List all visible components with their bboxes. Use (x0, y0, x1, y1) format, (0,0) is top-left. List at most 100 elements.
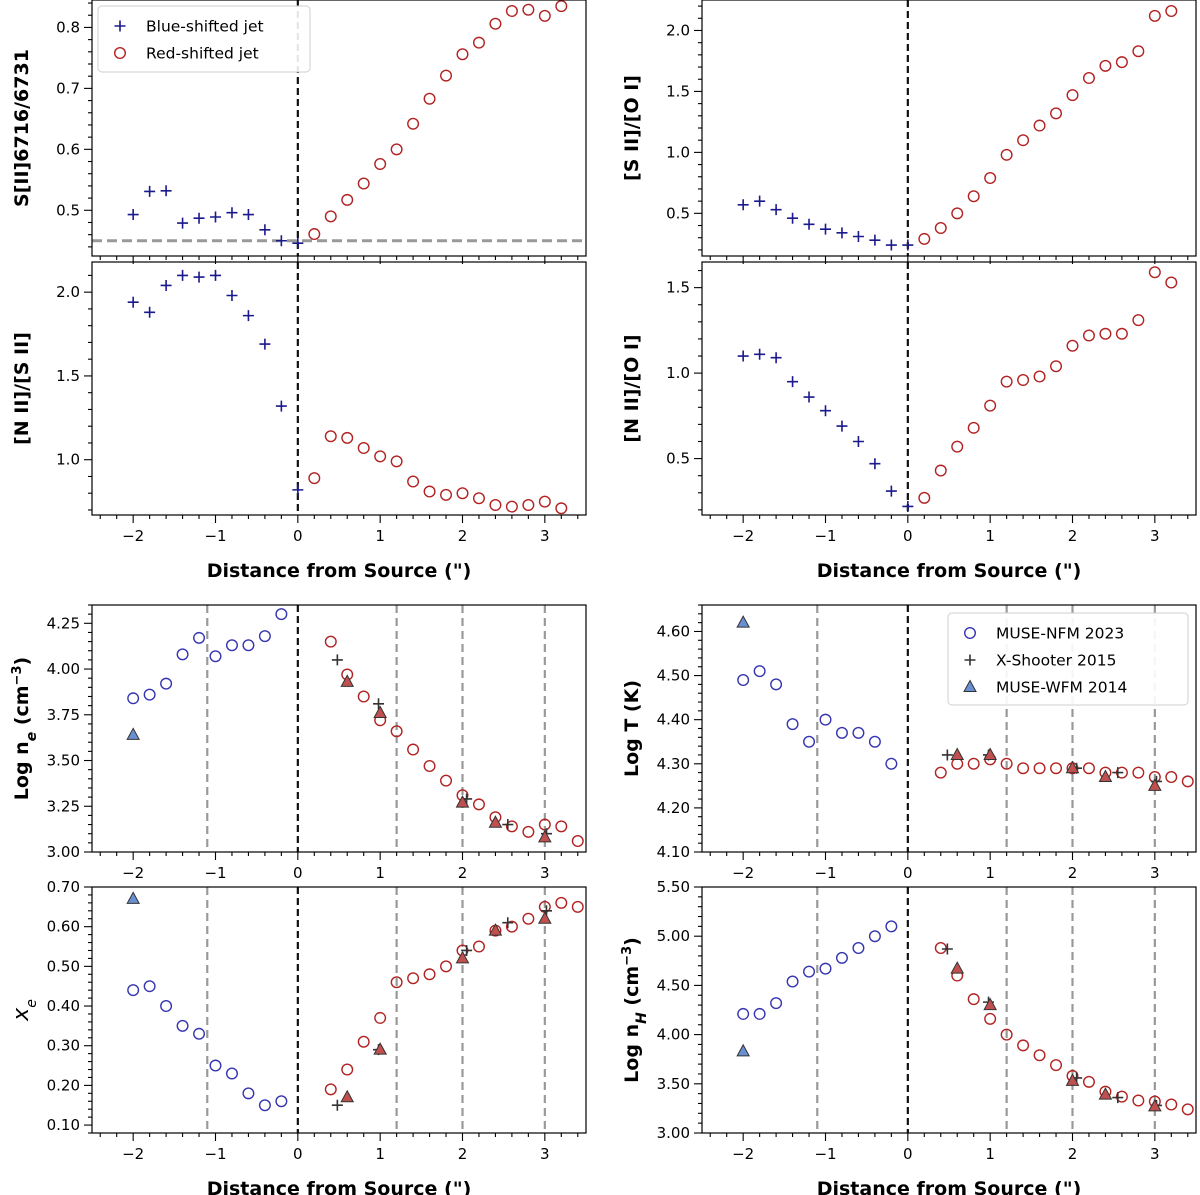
x-tick-label: 1 (375, 864, 385, 882)
data-point-x-shooter-2015 (461, 944, 473, 956)
data-point-muse-nfm-2023-blue (143, 980, 156, 993)
data-point-red-shifted-jet (308, 228, 321, 241)
panel-bottom-left-lower: −2 −1 0 1 2 3 0.10 0.20 0.30 0.40 0.50 0.60 0.70 xe Di… (9, 878, 587, 1195)
data-point-muse-wfm-2014-red (455, 950, 470, 964)
y-tick-label: 5.00 (657, 927, 690, 945)
data-point-blue-shifted-jet (292, 484, 304, 496)
y-tick-label: 4.20 (657, 799, 690, 817)
y-axis-label: Log T (K) (621, 680, 643, 777)
data-point-muse-nfm-2023-blue (176, 1019, 189, 1032)
x-tick-label: 1 (985, 864, 995, 882)
data-point-muse-nfm-2023-red (472, 940, 485, 953)
y-axis-label-part: e (24, 999, 40, 1008)
data-point-muse-wfm-2014-red (537, 911, 552, 924)
plot-area (737, 262, 1178, 515)
y-axis-label: S[II]6716/6731 (11, 49, 33, 207)
data-point-blue-shifted-jet (820, 223, 831, 235)
axes-frame (91, 261, 587, 516)
data-point-red-shifted-jet (472, 36, 485, 49)
data-point-muse-wfm-2014-blue (736, 1043, 751, 1057)
x-tick-label: 1 (375, 1145, 385, 1163)
data-point-muse-nfm-2023-blue (193, 631, 206, 644)
data-point-muse-nfm-2023-red (1132, 1094, 1145, 1107)
data-point-red-shifted-jet (984, 171, 997, 184)
data-point-muse-wfm-2014-blue (736, 615, 751, 628)
data-point-red-shifted-jet (951, 207, 964, 220)
plot-area (127, 262, 568, 515)
data-point-red-shifted-jet (984, 399, 997, 412)
legend-entry-label: Blue-shifted jet (146, 18, 264, 36)
x-tick-label: −1 (204, 1145, 226, 1163)
data-point-blue-shifted-jet (754, 195, 766, 207)
data-point-red-shifted-jet (308, 472, 321, 485)
panel-top-right-lower: −2 −1 0 1 2 3 0.5 1.0 1.5 [N II]/[O I] Distance fr… (621, 261, 1197, 582)
x-tick-label: −1 (814, 527, 836, 545)
data-point-muse-nfm-2023-blue (176, 648, 189, 661)
y-tick-label: 0.6 (56, 140, 80, 158)
data-point-muse-wfm-2014-red (983, 997, 998, 1011)
data-point-blue-shifted-jet (160, 185, 172, 197)
data-point-blue-shifted-jet (127, 296, 139, 308)
data-point-muse-wfm-2014-red (340, 674, 355, 687)
data-point-x-shooter-2015 (941, 943, 953, 955)
data-point-red-shifted-jet (1033, 119, 1046, 132)
data-point-muse-nfm-2023-blue (737, 1007, 750, 1020)
data-point-muse-nfm-2023-red (1000, 757, 1013, 770)
x-tick-label: −1 (814, 1145, 836, 1163)
plot-area (737, 0, 1178, 256)
data-point-blue-shifted-jet (144, 185, 156, 197)
data-point-red-shifted-jet (505, 500, 518, 513)
data-point-x-shooter-2015 (502, 917, 514, 929)
x-tick-label: 2 (1068, 1145, 1078, 1163)
data-point-x-shooter-2015 (331, 1099, 343, 1111)
data-point-muse-nfm-2023-red (984, 1012, 997, 1025)
data-point-muse-nfm-2023-blue (193, 1027, 206, 1040)
data-point-muse-wfm-2014-red (950, 961, 965, 974)
data-point-blue-shifted-jet (869, 458, 881, 470)
y-tick-label: 1.5 (666, 82, 690, 100)
y-tick-label: 3.50 (47, 752, 80, 770)
data-point-blue-shifted-jet (737, 199, 749, 211)
x-tick-label: 3 (540, 1145, 550, 1163)
plot-area (126, 605, 584, 852)
data-point-blue-shifted-jet (803, 218, 815, 230)
data-point-muse-nfm-2023-blue (803, 735, 816, 748)
data-point-red-shifted-jet (1000, 375, 1013, 388)
y-tick-label: 1.0 (666, 364, 690, 382)
data-point-blue-shifted-jet (177, 269, 189, 281)
data-point-muse-nfm-2023-blue (786, 718, 799, 731)
y-axis-label-part: ) (621, 937, 643, 946)
x-axis-label: Distance from Source (") (817, 560, 1082, 582)
y-tick-label: 0.5 (56, 201, 80, 219)
data-point-blue-shifted-jet (226, 290, 238, 302)
data-point-blue-shifted-jet (210, 211, 221, 223)
data-point-muse-nfm-2023-red (555, 820, 568, 833)
y-axis-label-part: ) (11, 657, 33, 666)
x-tick-label: 1 (375, 527, 385, 545)
y-axis-label-part: (cm (11, 685, 33, 731)
y-tick-label: 0.40 (47, 997, 80, 1015)
data-point-x-shooter-2015 (331, 654, 343, 666)
data-point-red-shifted-jet (967, 421, 980, 434)
data-point-red-shifted-jet (489, 17, 502, 30)
panel-bottom-right-upper: −2 −1 0 1 2 3 4.10 4.20 4.30 4.40 4.50 4.60 Log T (K… (621, 604, 1197, 882)
data-point-x-shooter-2015 (502, 819, 514, 831)
data-point-blue-shifted-jet (754, 348, 766, 360)
axes-frame (701, 261, 1197, 516)
plot-area (736, 605, 1194, 852)
data-point-red-shifted-jet (489, 498, 502, 511)
data-point-blue-shifted-jet (127, 209, 139, 221)
data-point-muse-nfm-2023-blue (209, 650, 222, 663)
y-tick-label: 1.5 (56, 367, 80, 385)
y-tick-label: 4.25 (47, 614, 80, 632)
data-point-muse-nfm-2023-red (1181, 1103, 1194, 1116)
y-tick-label: 0.5 (666, 450, 690, 468)
axes-frame (701, 0, 1197, 257)
data-point-red-shifted-jet (1017, 373, 1030, 386)
data-point-blue-shifted-jet (787, 376, 799, 388)
y-axis-label: Log nH (cm−3) (620, 937, 651, 1083)
data-point-blue-shifted-jet (869, 234, 881, 246)
plot-area (92, 0, 586, 256)
data-point-blue-shifted-jet (770, 204, 782, 216)
panel-top-left-upper: 0.5 0.6 0.7 0.8 S[II]6716/6731 Blue-shifted j… (11, 0, 587, 264)
